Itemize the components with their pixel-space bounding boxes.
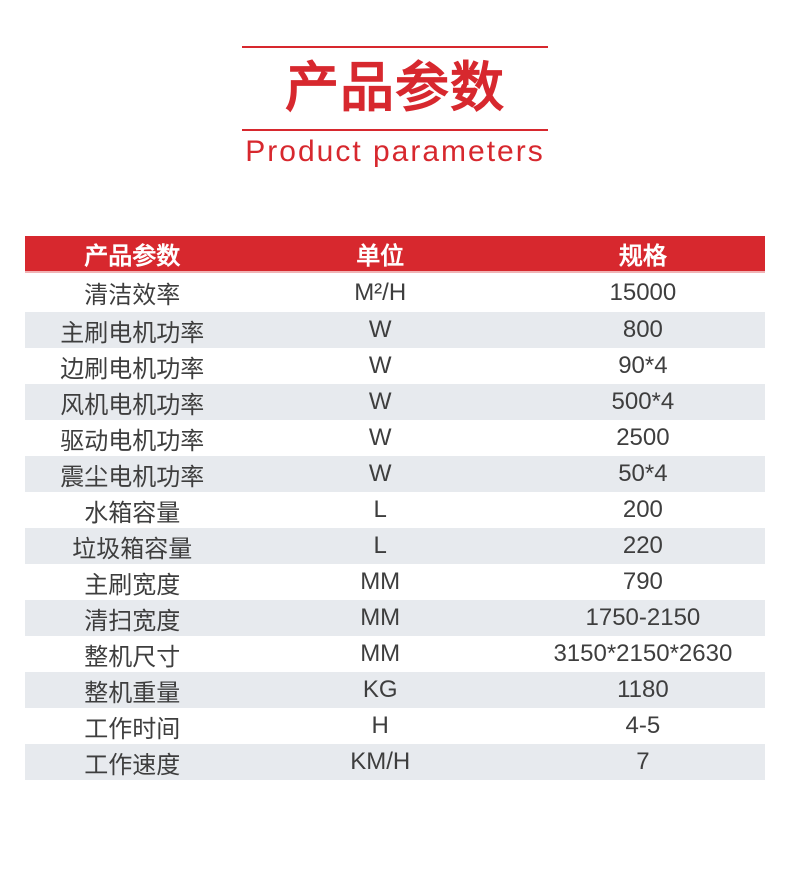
unit-cell: KG (362, 676, 398, 703)
param-name-cell: 边刷电机功率 (60, 355, 205, 383)
spec-cell: 1180 (617, 676, 669, 703)
param-name-cell: 主刷宽度 (84, 571, 181, 599)
table-row: 边刷电机功率 W 90*4 (25, 348, 765, 384)
table-row: 垃圾箱容量 L 220 (25, 528, 765, 564)
unit-cell: W (368, 352, 392, 379)
param-name-cell: 水箱容量 (84, 499, 181, 527)
parameters-table: 产品参数 单位 规格 清洁效率 M²/H 15000 主刷电机功率 W 800 边刷电机功率… (25, 236, 765, 780)
table-header-row: 产品参数 单位 规格 (25, 236, 765, 273)
header-cell-unit: 单位 (239, 236, 521, 273)
unit-cell: H (371, 712, 389, 739)
unit-cell: L (373, 496, 387, 523)
param-name-cell: 垃圾箱容量 (72, 535, 193, 563)
table-row: 整机尺寸 MM 3150*2150*2630 (25, 636, 765, 672)
spec-cell: 800 (622, 316, 663, 343)
table-row: 驱动电机功率 W 2500 (25, 420, 765, 456)
page-subtitle: Product parameters (245, 135, 545, 168)
table-row: 工作时间 H 4-5 (25, 708, 765, 744)
table-row: 清洁效率 M²/H 15000 (25, 272, 765, 312)
header-cell-parameter: 产品参数 (25, 236, 240, 273)
param-name-cell: 主刷电机功率 (60, 319, 205, 347)
table-row: 主刷宽度 MM 790 (25, 564, 765, 600)
table-row: 工作速度 KM/H 7 (25, 744, 765, 780)
spec-cell: 50*4 (618, 460, 668, 487)
param-name-cell: 震尘电机功率 (60, 463, 205, 491)
spec-cell: 220 (622, 532, 663, 559)
header-cell-spec: 规格 (520, 236, 765, 273)
table-body: 清洁效率 M²/H 15000 主刷电机功率 W 800 边刷电机功率 W 90*4 风机电机功率… (25, 272, 765, 780)
table-row: 主刷电机功率 W 800 (25, 312, 765, 348)
table-row: 风机电机功率 W 500*4 (25, 384, 765, 420)
spec-cell: 7 (636, 748, 650, 775)
param-name-cell: 清扫宽度 (84, 607, 181, 635)
unit-cell: MM (360, 568, 401, 595)
param-name-cell: 整机尺寸 (84, 643, 181, 671)
table-header: 产品参数 单位 规格 (25, 236, 765, 273)
unit-cell: W (368, 316, 392, 343)
unit-cell: MM (360, 640, 401, 667)
spec-cell: 2500 (616, 424, 670, 451)
unit-cell: L (373, 532, 387, 559)
table-row: 震尘电机功率 W 50*4 (25, 456, 765, 492)
param-name-cell: 清洁效率 (84, 282, 181, 309)
page-title: 产品参数 (285, 58, 505, 118)
spec-cell: 200 (622, 496, 663, 523)
spec-cell: 3150*2150*2630 (553, 640, 733, 667)
param-name-cell: 工作时间 (84, 715, 181, 743)
unit-cell: W (368, 424, 392, 451)
param-name-cell: 整机重量 (84, 679, 181, 707)
param-name-cell: 驱动电机功率 (60, 427, 205, 455)
unit-cell: KM/H (350, 748, 411, 775)
table-row: 清扫宽度 MM 1750-2150 (25, 600, 765, 636)
unit-cell: MM (360, 604, 401, 631)
spec-cell: 15000 (609, 278, 677, 306)
param-name-cell: 工作速度 (84, 751, 181, 779)
table-row: 水箱容量 L 200 (25, 492, 765, 528)
title-rule-bottom (242, 129, 548, 131)
unit-cell: W (368, 460, 392, 487)
param-name-cell: 风机电机功率 (60, 391, 205, 419)
spec-cell: 1750-2150 (585, 604, 701, 631)
title-rule-top (242, 46, 548, 48)
table-row: 整机重量 KG 1180 (25, 672, 765, 708)
title-block: 产品参数 Product parameters (242, 0, 548, 169)
spec-cell: 790 (622, 568, 663, 595)
spec-cell: 90*4 (618, 352, 668, 379)
spec-cell: 4-5 (625, 712, 661, 739)
unit-cell: M²/H (354, 278, 407, 306)
unit-cell: W (368, 388, 392, 415)
spec-cell: 500*4 (611, 388, 675, 415)
